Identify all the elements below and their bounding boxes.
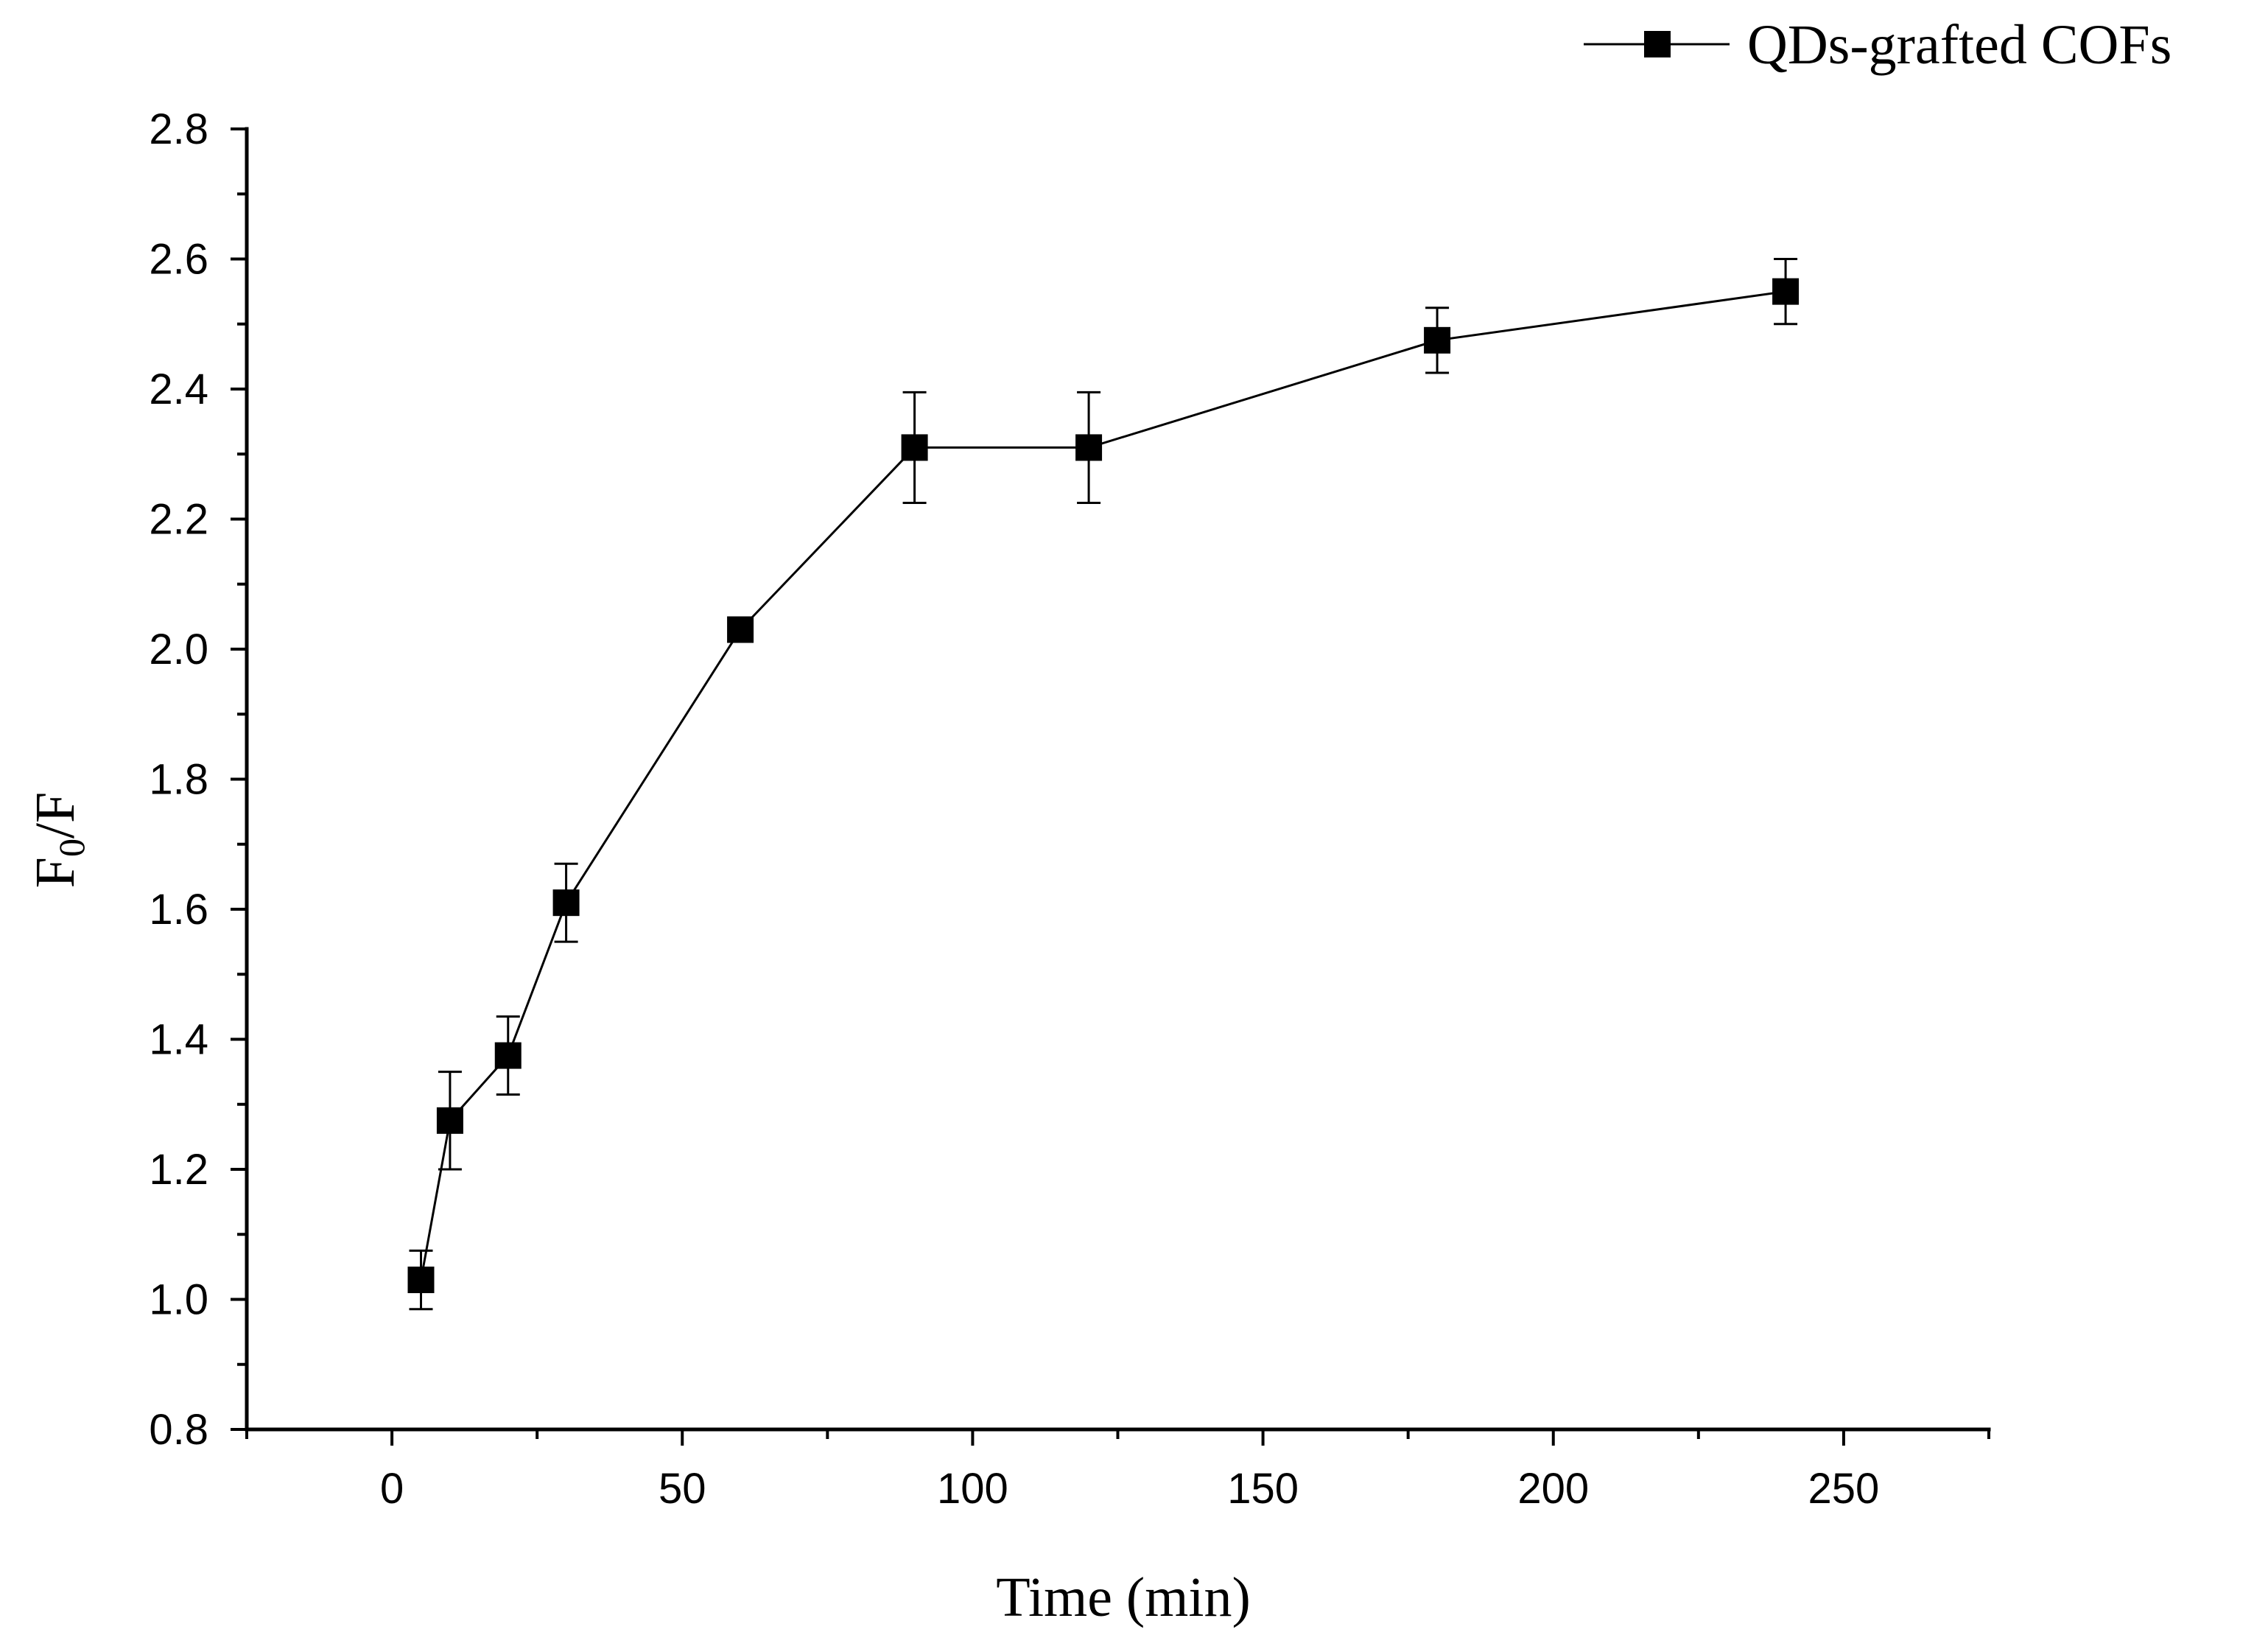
axes	[245, 127, 1991, 1432]
legend-label: QDs-grafted COFs	[1747, 14, 2172, 76]
data-point	[901, 434, 928, 461]
y-axis-title-main: F	[24, 857, 86, 888]
data-point	[727, 616, 754, 643]
data-point	[407, 1267, 435, 1294]
y-tick-label: 2.4	[149, 365, 208, 413]
data-point	[436, 1107, 463, 1134]
x-tick-label: 50	[659, 1465, 706, 1513]
y-tick-label: 1.8	[149, 756, 208, 804]
y-tick-label: 1.0	[149, 1276, 208, 1324]
y-tick-label: 1.2	[149, 1146, 208, 1194]
legend-marker	[1644, 31, 1671, 57]
data-point	[494, 1042, 522, 1069]
series-line	[420, 290, 1786, 1281]
y-tick-label: 2.0	[149, 626, 208, 673]
y-axis-tick-labels: 0.8 1.0 1.2 1.4 1.6 1.8 2.0 2.2 2.4 2.6 2.8	[149, 105, 208, 1454]
data-point	[1075, 434, 1103, 461]
x-tick-label: 250	[1808, 1465, 1880, 1513]
y-tick-label: 1.6	[149, 886, 208, 934]
x-tick-label: 200	[1517, 1465, 1589, 1513]
x-axis-title: Time (min)	[996, 1566, 1251, 1628]
y-tick-label: 2.8	[149, 105, 208, 153]
y-tick-label: 0.8	[149, 1406, 208, 1454]
data-point	[1772, 278, 1800, 305]
x-tick-label: 100	[937, 1465, 1008, 1513]
x-tick-label: 0	[380, 1465, 404, 1513]
y-tick-label: 2.2	[149, 496, 208, 544]
y-axis-title-subscript: 0	[51, 838, 92, 857]
data-point	[1424, 326, 1451, 354]
x-tick-label: 150	[1227, 1465, 1299, 1513]
x-axis-ticks	[245, 1429, 1990, 1446]
data-point	[552, 889, 580, 917]
series-layer	[407, 258, 1800, 1311]
x-axis-tick-labels: 0 50 100 150 200 250	[380, 1465, 1879, 1513]
y-axis-title-tail: /F	[24, 792, 86, 838]
y-tick-label: 1.4	[149, 1016, 208, 1064]
y-axis-title: F0/F	[24, 792, 92, 889]
legend: QDs-grafted COFs	[1584, 14, 2172, 76]
y-tick-label: 2.6	[149, 236, 208, 284]
y-axis-ticks	[231, 127, 247, 1431]
